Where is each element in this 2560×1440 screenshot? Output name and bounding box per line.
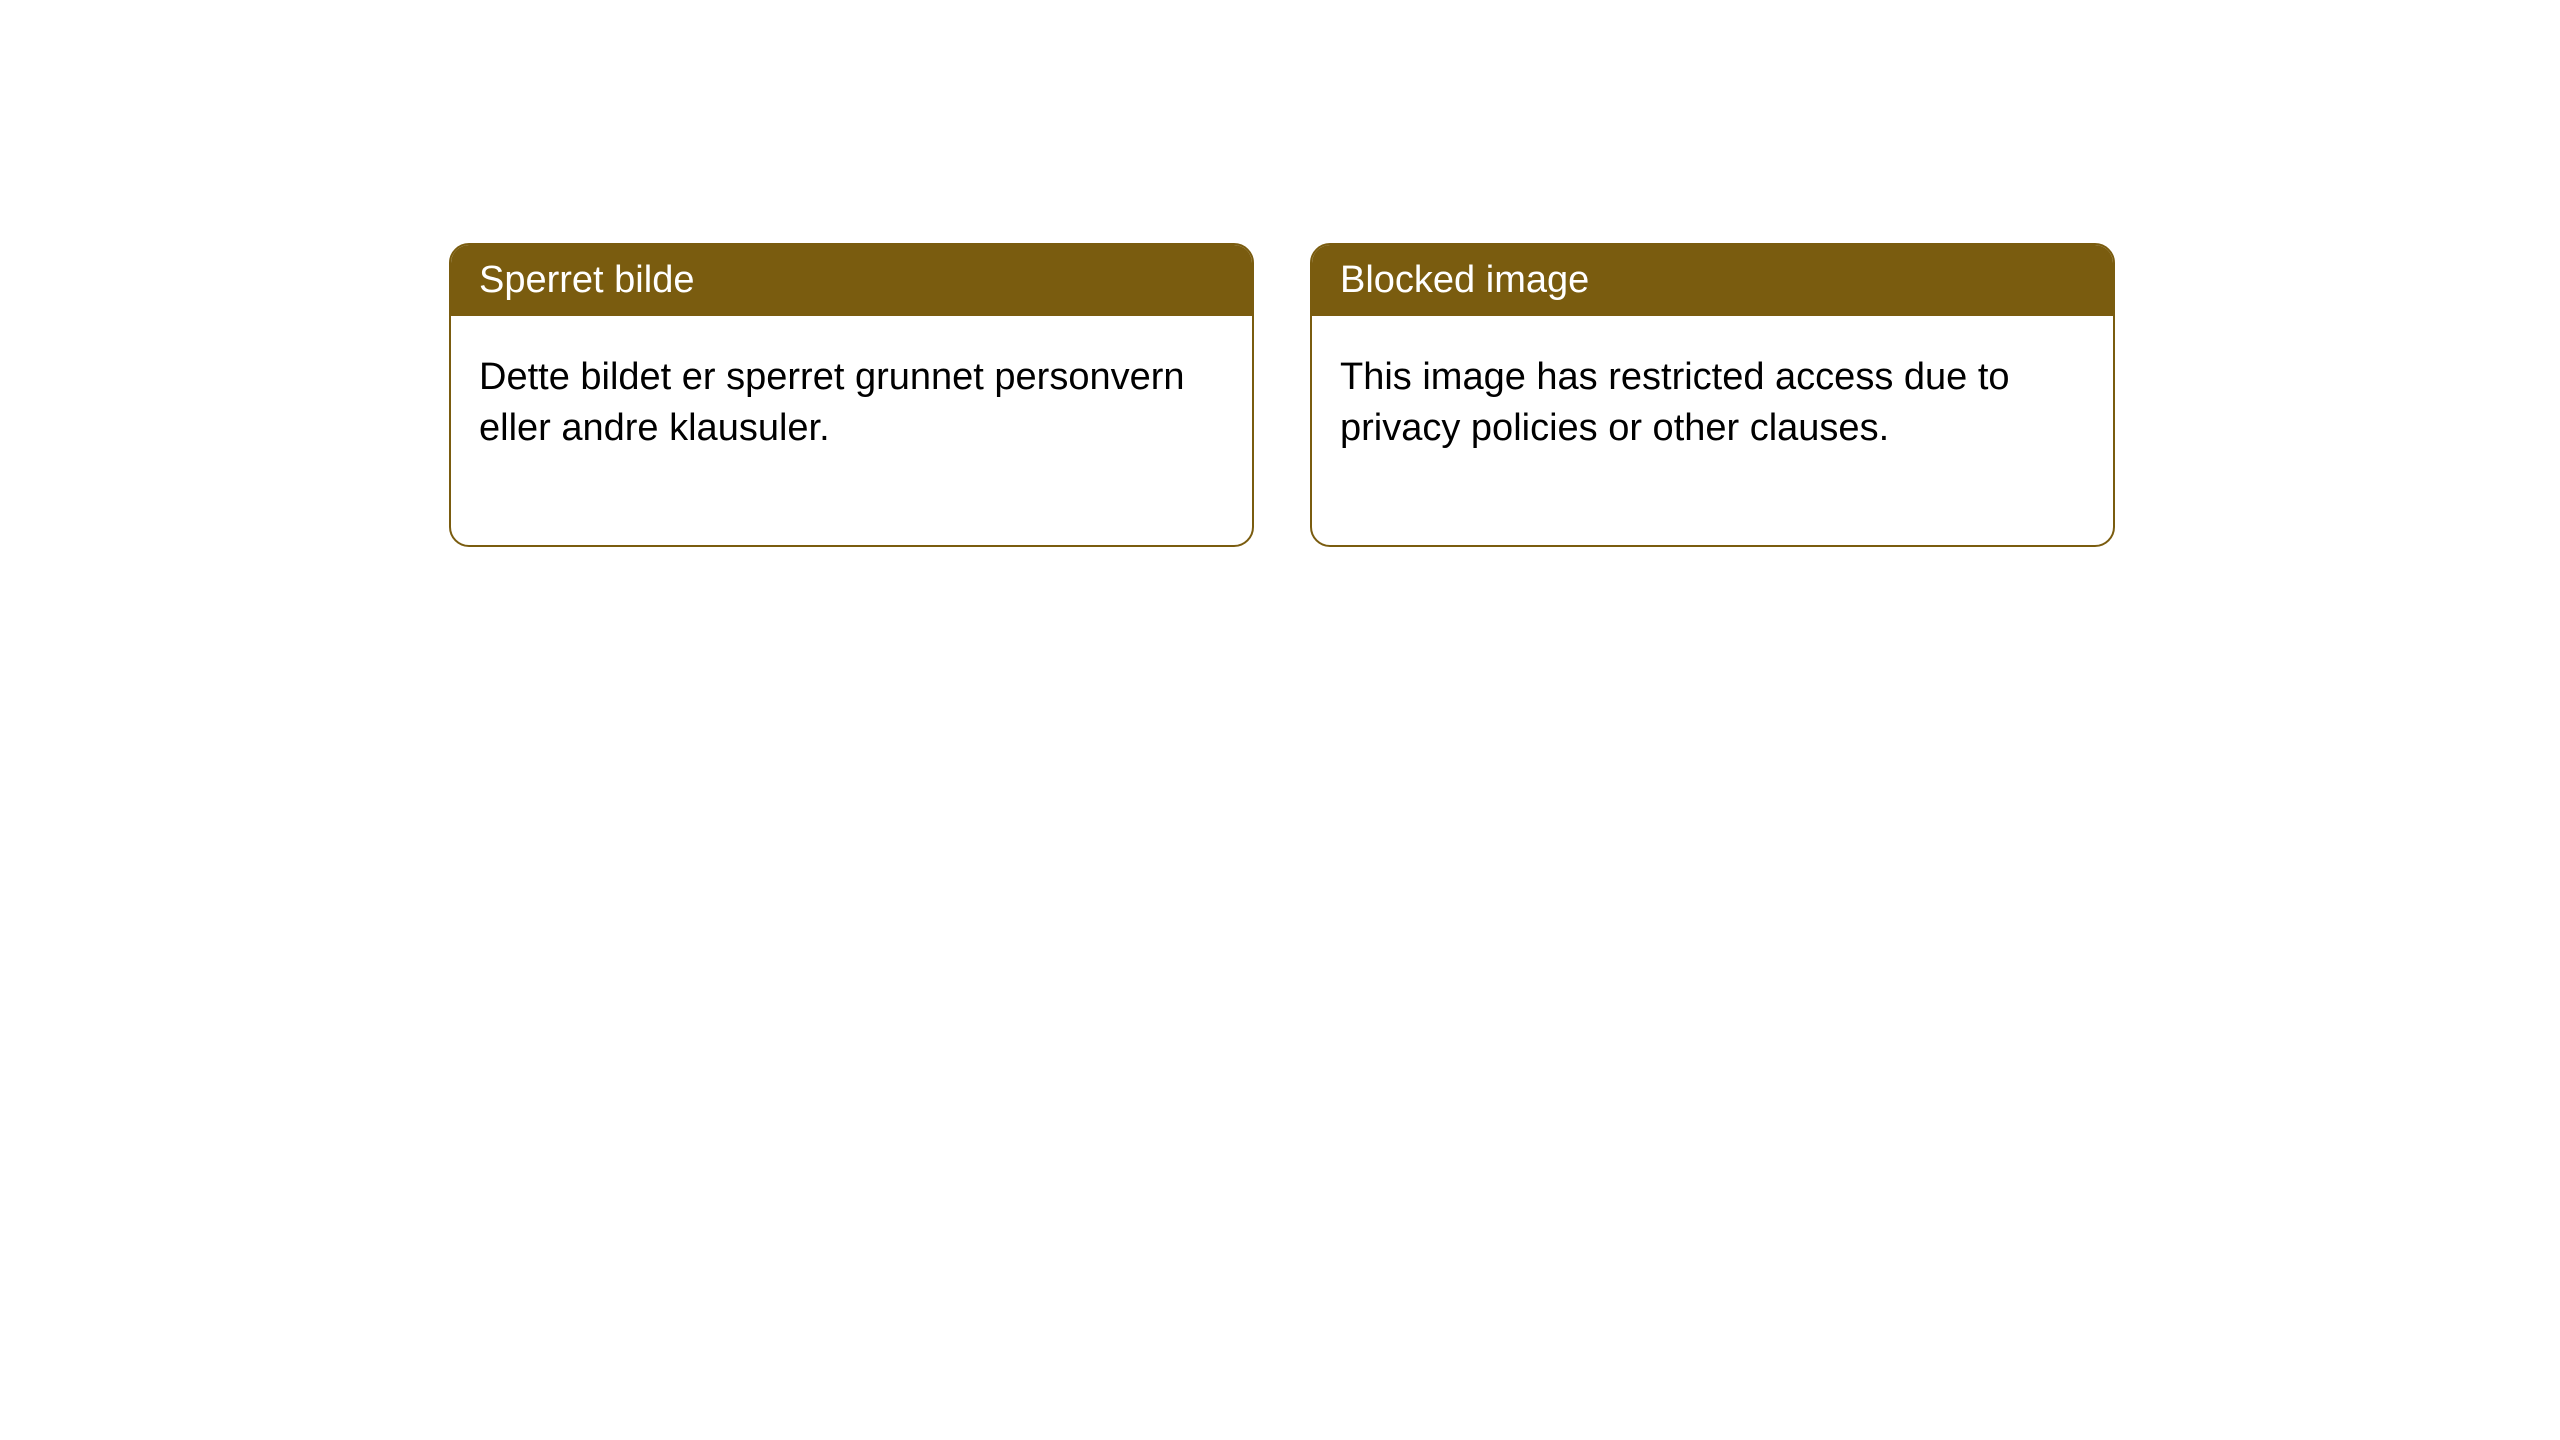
notice-card-english: Blocked image This image has restricted … — [1310, 243, 2115, 547]
notice-card-title: Sperret bilde — [479, 259, 694, 301]
notice-cards-container: Sperret bilde Dette bildet er sperret gr… — [0, 0, 2560, 547]
notice-card-title: Blocked image — [1340, 259, 1589, 301]
notice-card-body: This image has restricted access due to … — [1312, 316, 2113, 545]
notice-card-header: Sperret bilde — [451, 245, 1252, 316]
notice-card-body-text: This image has restricted access due to … — [1340, 356, 2010, 449]
notice-card-norwegian: Sperret bilde Dette bildet er sperret gr… — [449, 243, 1254, 547]
notice-card-header: Blocked image — [1312, 245, 2113, 316]
notice-card-body: Dette bildet er sperret grunnet personve… — [451, 316, 1252, 545]
notice-card-body-text: Dette bildet er sperret grunnet personve… — [479, 356, 1185, 449]
